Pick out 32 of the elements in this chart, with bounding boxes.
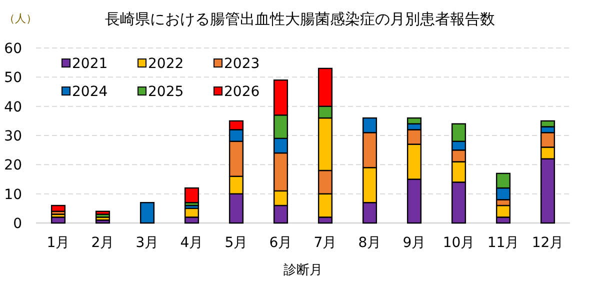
legend-label: 2023	[224, 56, 260, 72]
legend-label: 2026	[224, 84, 260, 100]
legend-label: 2022	[148, 56, 184, 72]
x-tick-label: 3月	[136, 235, 159, 251]
x-tick-label: 11月	[487, 235, 520, 251]
y-tick-label: 0	[13, 216, 22, 232]
y-tick-label: 30	[4, 128, 22, 144]
y-tick-label: 50	[4, 70, 22, 86]
y-tick-label: 20	[4, 158, 22, 174]
x-tick-label: 1月	[46, 235, 70, 251]
y-tick-label: 40	[4, 99, 22, 116]
x-tick-label: 12月	[532, 235, 564, 251]
x-tick-label: 6月	[269, 235, 292, 251]
y-tick-label: 60	[4, 41, 22, 57]
y-axis-title: （人）	[4, 12, 37, 25]
bar	[95, 210, 110, 215]
x-tick-label: 5月	[224, 235, 248, 251]
x-tick-label: 9月	[402, 235, 426, 251]
x-axis-title: 診断月	[284, 263, 322, 278]
bar	[140, 202, 155, 224]
legend-label: 2024	[72, 84, 108, 100]
chart-title: 長崎県における腸管出血性大腸菌感染症の月別患者報告数	[105, 10, 495, 28]
y-tick-label: 10	[4, 186, 22, 203]
legend-label: 2025	[148, 84, 184, 100]
x-tick-label: 10月	[442, 235, 475, 251]
x-tick-label: 8月	[358, 235, 382, 251]
bar	[184, 187, 200, 204]
bar	[50, 204, 66, 212]
legend-label: 2021	[72, 56, 108, 72]
x-tick-label: 7月	[314, 235, 337, 251]
x-tick-label: 2月	[91, 235, 114, 251]
x-tick-label: 4月	[180, 235, 204, 251]
